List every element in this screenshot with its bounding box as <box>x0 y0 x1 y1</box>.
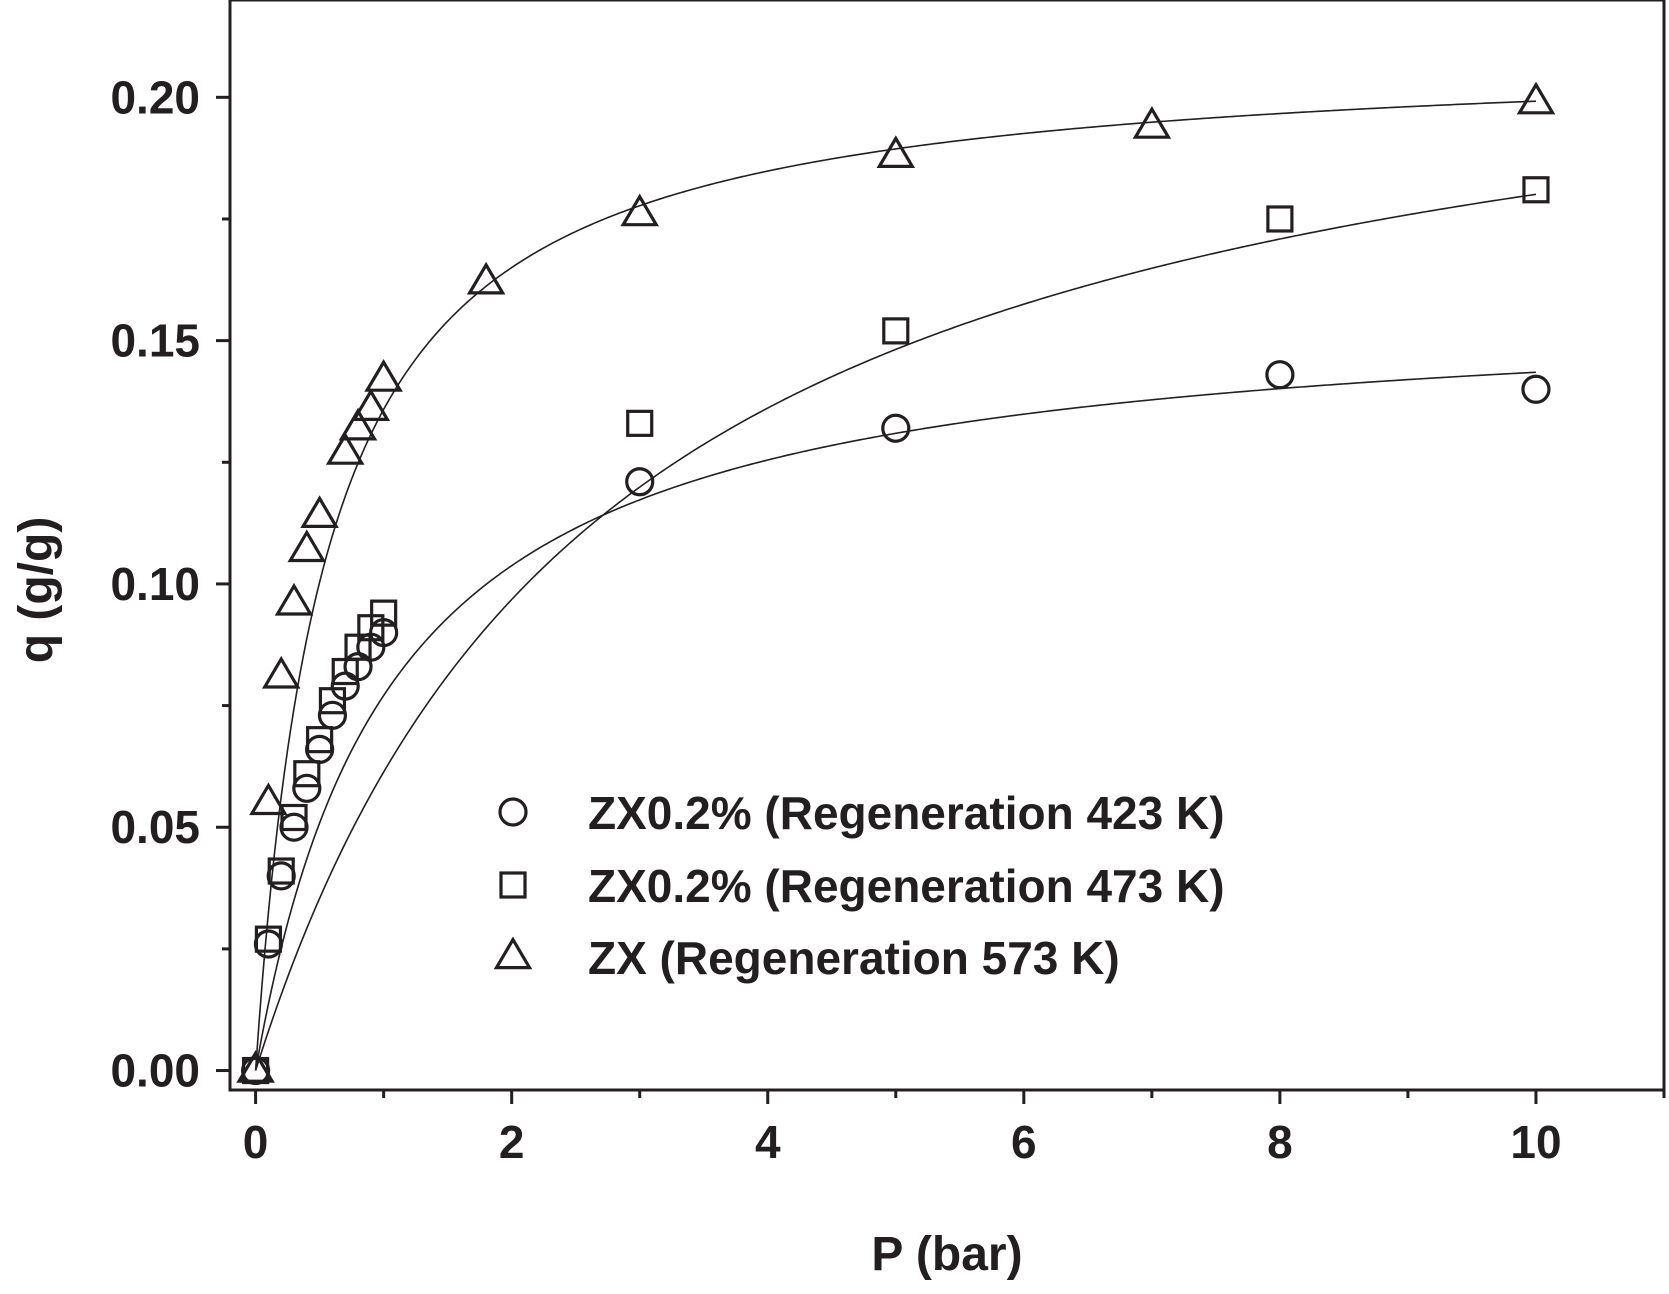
legend-label: ZX (Regeneration 573 K) <box>588 932 1120 984</box>
data-point-triangle <box>351 388 391 421</box>
y-axis-title: q (g/g) <box>10 517 63 664</box>
fit-curve-1 <box>254 371 1537 1071</box>
x-tick-label: 8 <box>1267 1116 1293 1168</box>
y-tick-label: 0.20 <box>110 71 200 123</box>
data-point-triangle <box>620 193 660 227</box>
x-axis-title: P (bar) <box>871 1228 1022 1281</box>
data-point-triangle <box>1132 106 1172 139</box>
data-point-square <box>1522 176 1550 204</box>
legend-marker-circle <box>498 797 528 827</box>
x-axis-ticks: 0 2 4 6 8 10 <box>243 1090 1666 1168</box>
y-tick-label: 0.00 <box>110 1045 200 1097</box>
data-point-square <box>1266 205 1294 233</box>
data-point-circle <box>1265 360 1295 390</box>
legend-label: ZX0.2% (Regeneration 473 K) <box>588 860 1225 912</box>
y-tick-label: 0.05 <box>110 801 200 853</box>
data-point-triangle <box>287 529 327 563</box>
data-point-triangle <box>364 359 403 392</box>
legend: ZX0.2% (Regeneration 423 K) ZX0.2% (Regen… <box>493 787 1225 984</box>
x-tick-label: 0 <box>243 1116 269 1168</box>
y-tick-label: 0.15 <box>110 315 200 367</box>
legend-marker-square <box>499 871 527 899</box>
x-tick-label: 2 <box>499 1116 525 1168</box>
data-point-square <box>318 687 347 715</box>
data-point-square <box>267 857 295 885</box>
data-point-square <box>626 409 654 437</box>
data-point-square <box>882 317 910 345</box>
data-point-circle <box>881 413 911 443</box>
data-point-triangle <box>236 1050 275 1083</box>
data-point-circle <box>625 467 655 497</box>
data-point-square <box>254 925 283 953</box>
data-point-square <box>280 803 308 832</box>
legend-label: ZX0.2% (Regeneration 423 K) <box>588 787 1225 839</box>
data-point-circle <box>1521 374 1551 404</box>
data-markers <box>236 81 1556 1086</box>
data-point-triangle <box>1516 81 1556 115</box>
data-point-triangle <box>249 782 288 816</box>
fit-curve-3 <box>254 100 1536 1071</box>
fit-curves <box>254 100 1537 1071</box>
data-point-triangle <box>325 432 365 465</box>
legend-marker-triangle <box>493 936 533 970</box>
plot-frame <box>228 0 1666 1092</box>
data-point-triangle <box>466 261 506 295</box>
y-axis-ticks: 0.00 0.05 0.10 0.15 0.20 <box>110 71 230 1097</box>
y-tick-label: 0.10 <box>110 558 200 610</box>
data-point-triangle <box>274 582 314 616</box>
data-point-square <box>293 760 321 788</box>
x-tick-label: 10 <box>1510 1116 1561 1168</box>
data-point-circle <box>292 773 322 803</box>
fit-curve-2 <box>254 193 1537 1071</box>
data-point-triangle <box>300 495 339 529</box>
data-point-triangle <box>338 407 378 441</box>
data-point-triangle <box>876 135 916 168</box>
x-tick-label: 4 <box>755 1116 781 1168</box>
data-point-triangle <box>261 655 301 689</box>
data-point-square <box>306 726 334 754</box>
x-tick-label: 6 <box>1011 1116 1037 1168</box>
data-point-square <box>370 599 398 627</box>
